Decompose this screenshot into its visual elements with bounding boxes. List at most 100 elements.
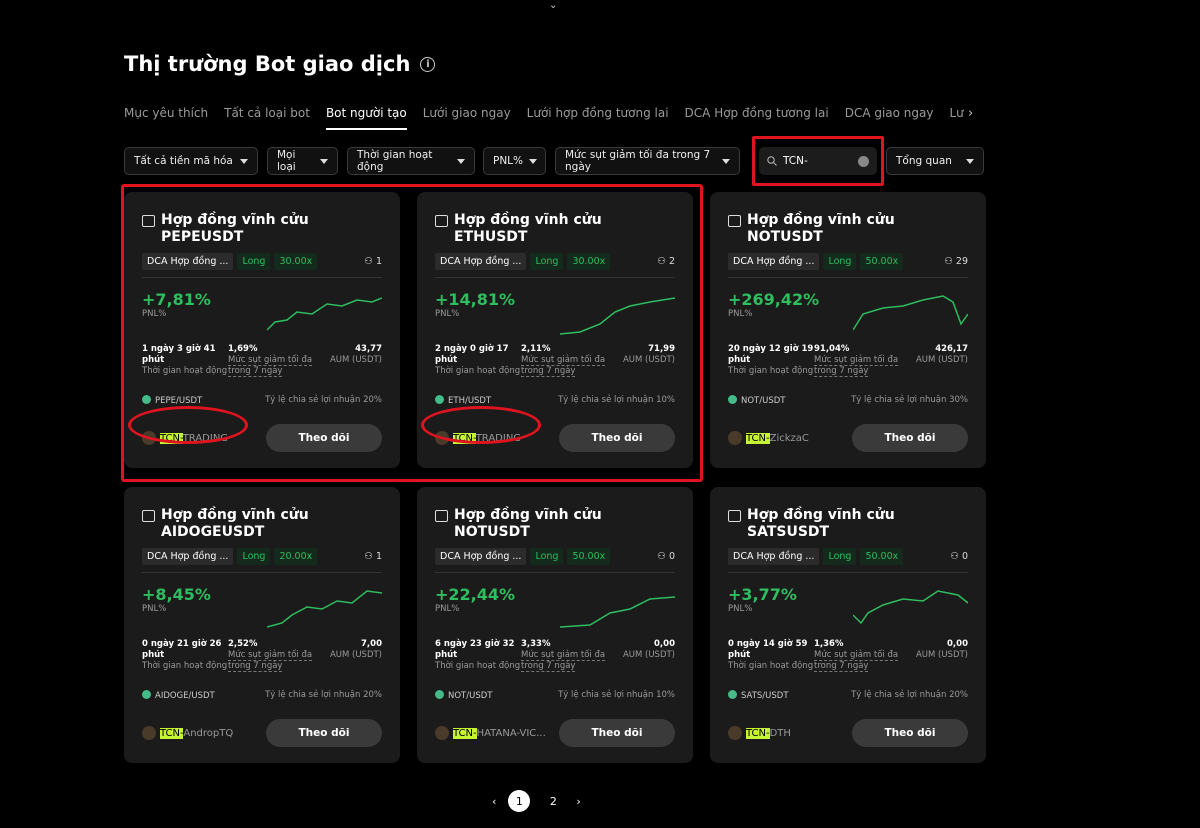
strategy-tag: DCA Hợp đồng ... [435,253,527,270]
pnl-block: +7,81% PNL% [142,290,211,338]
chevron[interactable]: ⌄ [549,0,558,11]
filter-dropdown[interactable]: Mức sụt giảm tối đa trong 7 ngày [555,147,740,175]
creator-rest: AndropTQ [183,727,234,739]
direction-tag: Long [237,548,271,565]
follow-button[interactable]: Theo dõi [852,424,968,452]
bot-card: Hợp đồng vĩnh cửu NOTUSDT DCA Hợp đồng ..… [710,192,986,468]
tab[interactable]: DCA giao ngay [844,106,934,120]
drawdown: 91,04% Mức sụt giảm tối đa trong 7 ngày [814,344,900,377]
pnl-value: +14,81% [435,290,516,309]
tab[interactable]: Lưới giao ngay [422,106,511,120]
direction-tag: Long [823,253,857,270]
runtime-label: Thời gian hoạt động [435,661,521,671]
tab[interactable]: Lưới hợp đồng tương lai [526,106,669,120]
annotation-ellipse [128,406,248,444]
follow-button[interactable]: Theo dõi [852,719,968,747]
next-page[interactable]: › [576,794,581,808]
aum: 0,00 AUM (USDT) [900,639,968,672]
avatar [435,726,449,740]
follow-button[interactable]: Theo dõi [266,719,382,747]
title-text: Hợp đồng vĩnh cửu AIDOGEUSDT [161,507,309,540]
tab[interactable]: Tất cả loại bot [224,106,310,120]
pnl-value: +269,42% [728,290,820,309]
filter-dropdown[interactable]: Mọi loại [267,147,338,175]
creator-row: TCN-HATANA-VIC... Theo dõi [435,719,675,747]
info-icon[interactable]: i [420,56,436,72]
drawdown-value: 3,33% [521,639,551,649]
runtime-value: 0 ngày 14 giờ 59 phút [728,639,808,660]
pagination: ‹ 1 2 › [492,790,581,812]
creator[interactable]: TCN-DTH [728,726,791,740]
drawdown-label: Mức sụt giảm tối đa trong 7 ngày [228,355,313,377]
filter-label: Mọi loại [277,149,296,173]
clear-icon[interactable] [858,155,869,167]
search-box[interactable]: TCN- [759,147,877,175]
drawdown-label: Mức sụt giảm tối đa trong 7 ngày [521,355,606,377]
aum-value: 71,99 [648,344,675,354]
tab[interactable]: DCA Hợp đồng tương lai [684,106,829,120]
divider [728,277,968,278]
creator[interactable]: TCN-AndropTQ [142,726,233,740]
pair-row: NOT/USDT Tỷ lệ chia sẻ lợi nhuận 10% [435,690,675,701]
page-number[interactable]: 1 [508,790,531,812]
filter-dropdown[interactable]: Thời gian hoạt động [347,147,475,175]
pnl-label: PNL% [728,309,753,319]
follow-button[interactable]: Theo dõi [266,424,382,452]
tab-next[interactable]: › [968,106,974,121]
stats: 0 ngày 21 giờ 26 phút Thời gian hoạt động… [142,639,382,672]
creator[interactable]: TCN-HATANA-VIC... [435,726,546,740]
tab[interactable]: Bot người tạo [325,106,407,130]
sort-dropdown[interactable]: Tổng quan [886,147,984,175]
pair-text: ETH/USDT [448,396,492,406]
sparkline-path [267,590,382,628]
runtime-value: 6 ngày 23 giờ 32 phút [435,639,515,660]
sparkline [853,590,968,625]
avatar [142,726,156,740]
filter-dropdown[interactable]: Tất cả tiền mã hóa [124,147,258,175]
profit-share: Tỷ lệ chia sẻ lợi nhuận 20% [851,690,968,700]
sparkline-path [267,297,382,331]
creator-prefix: TCN- [746,727,770,739]
runtime-value: 20 ngày 12 giờ 19 phút [728,344,814,365]
prev-page[interactable]: ‹ [492,794,497,808]
direction-tag: Long [823,548,857,565]
aum-value: 426,17 [935,344,968,354]
tab[interactable]: Lưới vô cực [949,106,964,120]
divider [435,572,675,573]
runtime-value: 2 ngày 0 giờ 17 phút [435,344,509,365]
bot-icon [142,510,155,522]
divider [142,572,382,573]
annotation-ellipse [421,406,541,444]
aum-value: 0,00 [947,639,968,649]
follow-button[interactable]: Theo dõi [559,424,675,452]
runtime-label: Thời gian hoạt động [435,366,521,376]
leverage-tag: 30.00x [567,253,611,270]
creator-name: TCN-DTH [746,727,791,739]
pair-row: SATS/USDT Tỷ lệ chia sẻ lợi nhuận 20% [728,690,968,701]
filter-label: PNL% [493,155,524,167]
drawdown-label: Mức sụt giảm tối đa trong 7 ngày [814,650,899,672]
annotation-box [752,136,884,186]
drawdown-value: 2,52% [228,639,258,649]
bot-card: Hợp đồng vĩnh cửu ETHUSDT DCA Hợp đồng ..… [417,192,693,468]
page-title: Thị trường Bot giao dịch i [124,52,436,76]
drawdown: 2,52% Mức sụt giảm tối đa trong 7 ngày [228,639,314,672]
strategy-tag: DCA Hợp đồng ... [142,253,234,270]
tab[interactable]: Mục yêu thích [124,106,209,120]
title-text: Hợp đồng vĩnh cửu ETHUSDT [454,212,602,245]
aum-label: AUM (USDT) [329,650,382,660]
leverage-tag: 30.00x [274,253,318,270]
pair-row: PEPE/USDT Tỷ lệ chia sẻ lợi nhuận 20% [142,395,382,406]
follow-button[interactable]: Theo dõi [559,719,675,747]
drawdown: 2,11% Mức sụt giảm tối đa trong 7 ngày [521,344,607,377]
filter-dropdown[interactable]: PNL% [483,147,546,175]
creator[interactable]: TCN-ZickzaC [728,431,809,445]
page-number[interactable]: 2 [549,794,557,808]
pair-row: AIDOGE/USDT Tỷ lệ chia sẻ lợi nhuận 20% [142,690,382,701]
sort-label: Tổng quan [896,155,952,167]
pnl-row: +22,44% PNL% [435,585,675,633]
aum-label: AUM (USDT) [329,355,382,365]
runtime: 6 ngày 23 giờ 32 phút Thời gian hoạt động [435,639,521,672]
avatar [728,431,742,445]
